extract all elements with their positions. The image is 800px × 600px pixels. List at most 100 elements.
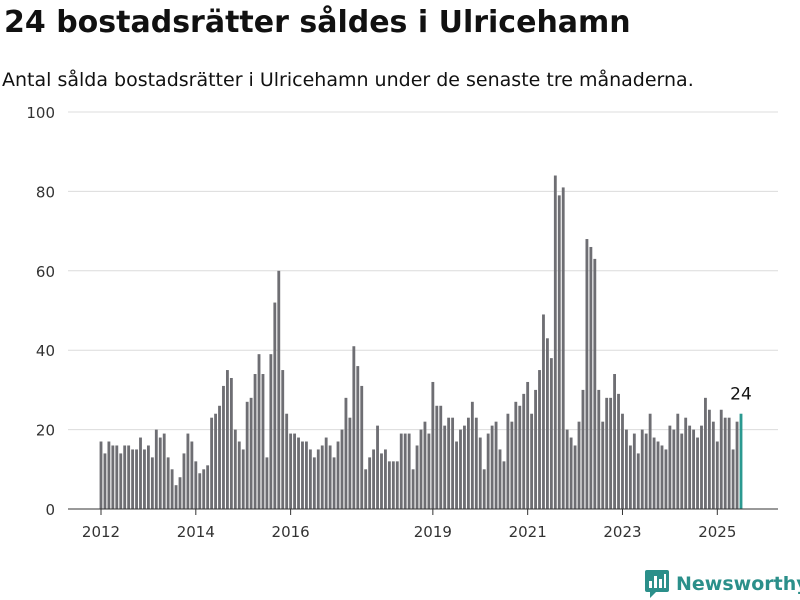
bar	[538, 370, 541, 509]
bar	[656, 441, 660, 509]
bar	[269, 354, 273, 509]
bar	[348, 417, 352, 509]
bar	[261, 374, 265, 509]
bar	[111, 445, 115, 509]
bar	[439, 405, 443, 509]
bar	[648, 413, 652, 509]
bar	[328, 445, 332, 509]
chart-title: 24 bostadsrätter såldes i Ulricehamn	[4, 5, 631, 40]
bar-chart-logo-icon	[645, 570, 669, 598]
bar	[395, 461, 399, 509]
bar	[719, 409, 723, 509]
bar	[127, 445, 131, 509]
bar	[668, 425, 672, 509]
bar	[652, 437, 656, 509]
bar	[344, 397, 348, 509]
brand-logo: Newsworthy	[644, 568, 800, 600]
bar	[162, 433, 166, 509]
bar	[312, 457, 316, 509]
bar	[549, 358, 553, 509]
bar	[119, 453, 123, 509]
bar	[178, 477, 182, 509]
bar	[214, 413, 217, 509]
bar	[380, 453, 383, 509]
bar	[628, 445, 632, 509]
bar-highlight	[739, 413, 743, 509]
bar	[569, 437, 573, 509]
bar	[115, 445, 119, 509]
bar	[609, 397, 613, 509]
x-tick-label: 2025	[698, 523, 736, 541]
bar	[707, 409, 711, 509]
bar	[482, 469, 486, 509]
brand-name: Newsworthy	[676, 573, 800, 595]
bar	[494, 421, 498, 509]
bar	[518, 405, 522, 509]
bar	[692, 429, 696, 509]
bar	[336, 441, 340, 509]
bar	[229, 377, 233, 509]
bar	[684, 417, 688, 509]
chart-subtitle: Antal sålda bostadsrätter i Ulricehamn u…	[2, 69, 694, 91]
bar	[182, 453, 186, 509]
bar	[510, 421, 514, 509]
bar	[557, 195, 561, 509]
bar	[581, 389, 585, 509]
bar	[474, 417, 478, 509]
bar	[150, 457, 154, 509]
bar	[593, 258, 597, 509]
bar	[301, 441, 304, 509]
bar	[502, 461, 506, 509]
bar	[530, 413, 534, 509]
bar	[289, 433, 293, 509]
bar	[680, 433, 684, 509]
bar	[522, 393, 526, 509]
bar	[617, 393, 620, 509]
bar	[688, 425, 692, 509]
bar	[660, 445, 664, 509]
bar	[451, 417, 455, 509]
bar	[293, 433, 296, 509]
bar	[553, 175, 557, 509]
bar	[257, 354, 261, 509]
x-axis-ticks: 2012 2014 2016 2019 2021 2023 2025	[82, 509, 736, 541]
bar	[352, 346, 356, 509]
bar	[601, 421, 605, 509]
bar	[158, 437, 162, 509]
bar	[154, 429, 158, 509]
bar	[320, 445, 324, 509]
bar	[265, 457, 269, 509]
bars	[99, 175, 743, 510]
bar	[123, 445, 127, 509]
bar	[640, 429, 644, 509]
bar	[131, 449, 135, 509]
bar	[103, 453, 107, 509]
bar	[166, 457, 170, 509]
bar	[478, 437, 482, 509]
bar	[107, 441, 111, 509]
bar	[411, 469, 415, 509]
y-tick-label: 0	[45, 501, 55, 519]
x-tick-label: 2016	[272, 523, 310, 541]
bar	[431, 381, 435, 509]
bar	[589, 246, 593, 510]
bar	[625, 429, 628, 509]
y-tick-label: 100	[26, 104, 55, 122]
bar	[297, 437, 300, 509]
bar	[542, 314, 545, 509]
bar	[696, 437, 699, 509]
bar	[190, 441, 194, 509]
bar	[222, 385, 225, 509]
y-tick-label: 80	[36, 183, 55, 201]
bar	[308, 449, 312, 509]
bar	[368, 457, 372, 509]
bar	[135, 449, 138, 509]
bar	[676, 413, 680, 509]
bar	[490, 425, 494, 509]
y-tick-label: 60	[36, 263, 55, 281]
bar	[466, 417, 470, 509]
bar	[435, 405, 439, 509]
bar	[605, 397, 609, 509]
bar	[324, 437, 328, 509]
